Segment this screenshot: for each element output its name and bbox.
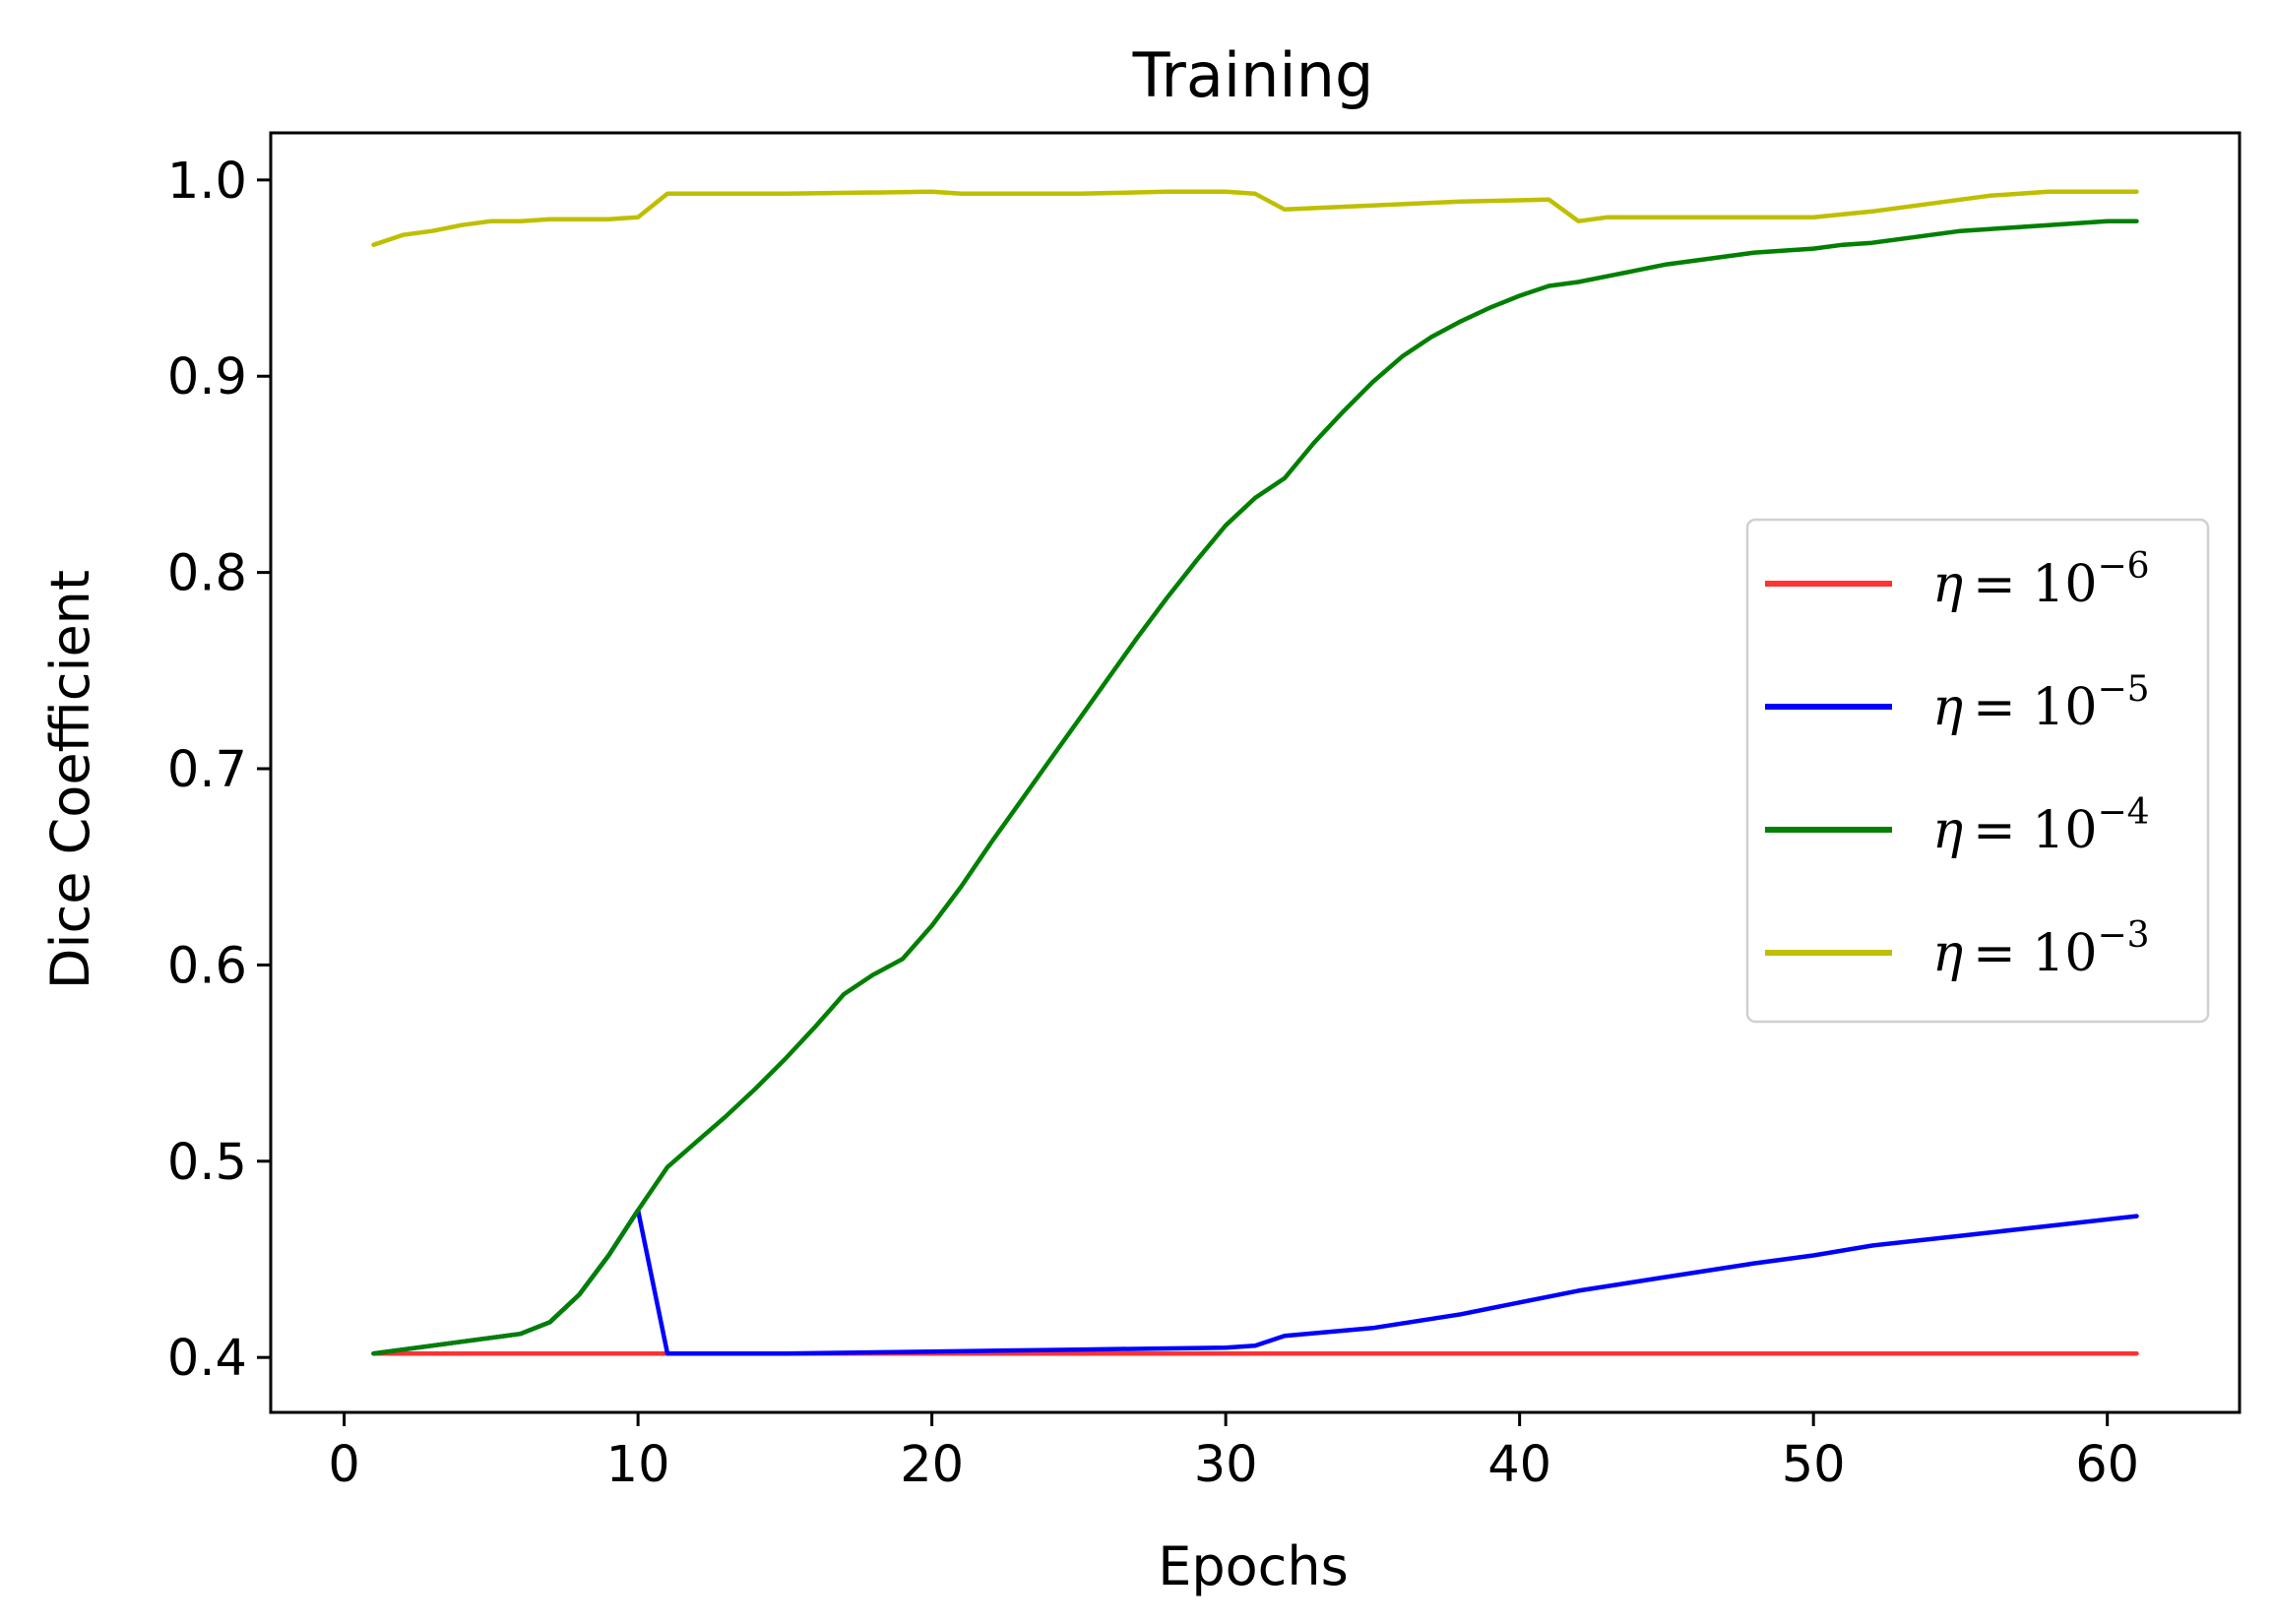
x-tick-label: 40 (1487, 1436, 1551, 1494)
series-line-3 (371, 189, 2139, 247)
y-tick-label: 0.5 (167, 1134, 247, 1192)
x-tick-label: 50 (1782, 1436, 1846, 1494)
y-tick-label: 0.7 (167, 741, 247, 799)
x-tick-label: 30 (1194, 1436, 1258, 1494)
x-axis-label: Epochs (1158, 1535, 1348, 1597)
y-tick-label: 0.6 (167, 937, 247, 995)
y-axis: 0.4 0.5 0.6 0.7 0.8 0.9 1.0 (167, 153, 271, 1388)
legend-label-0: η = 10−6 (1932, 546, 2150, 614)
legend-items: η = 10−6 η = 10−5 η = 10−4 η = 10−3 (1765, 546, 2150, 983)
y-tick-label: 0.4 (167, 1330, 247, 1388)
plot-frame (269, 131, 2242, 1414)
y-tick-label: 0.9 (167, 348, 247, 406)
x-tick-label: 0 (328, 1436, 359, 1494)
series-layer (371, 189, 2139, 1356)
legend-label-1: η = 10−5 (1932, 669, 2150, 737)
x-tick-label: 10 (606, 1436, 670, 1494)
plot-area (269, 131, 2242, 1414)
legend-label-3: η = 10−3 (1932, 915, 2150, 983)
x-axis: 0 10 20 30 40 50 60 (328, 1412, 2139, 1494)
legend: η = 10−6 η = 10−5 η = 10−4 η = 10−3 (1745, 518, 2210, 1024)
y-tick-label: 1.0 (167, 153, 247, 211)
legend-box (1745, 518, 2210, 1024)
y-axis-label: Dice Coefficient (39, 570, 101, 989)
x-tick-label: 20 (900, 1436, 964, 1494)
legend-label-2: η = 10−4 (1932, 792, 2150, 860)
x-tick-label: 60 (2075, 1436, 2139, 1494)
series-line-2 (371, 219, 2139, 1356)
chart-title: Training (1132, 39, 1374, 111)
y-tick-label: 0.8 (167, 545, 247, 603)
